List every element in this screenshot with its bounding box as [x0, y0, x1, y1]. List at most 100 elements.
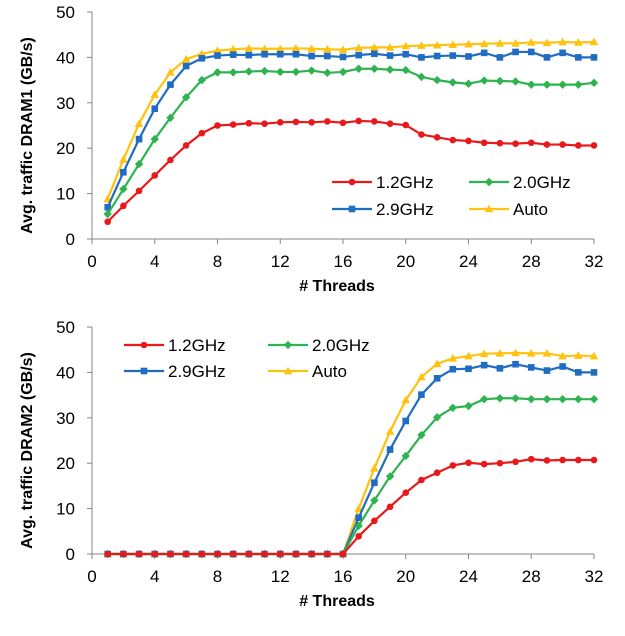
- data-point: [543, 141, 551, 148]
- data-point: [245, 51, 253, 59]
- legend-item: 2.9GHz: [124, 362, 226, 381]
- data-point: [480, 460, 488, 468]
- data-point: [449, 365, 457, 373]
- data-point: [370, 463, 379, 472]
- data-point: [103, 209, 112, 219]
- x-tick-label: 12: [271, 252, 290, 271]
- data-point: [167, 156, 174, 164]
- y-tick-label: 40: [56, 363, 75, 382]
- data-point: [401, 41, 411, 50]
- x-tick-label: 8: [213, 252, 222, 271]
- data-point: [166, 68, 175, 76]
- data-point: [527, 394, 536, 404]
- data-point: [575, 369, 582, 376]
- data-point: [432, 75, 442, 85]
- data-point: [512, 48, 519, 56]
- data-point: [575, 142, 582, 149]
- data-point: [511, 394, 520, 403]
- legend-marker: [140, 367, 148, 375]
- x-tick-label: 24: [459, 567, 478, 586]
- data-point: [527, 80, 536, 89]
- data-point: [590, 142, 598, 149]
- data-point: [120, 202, 127, 210]
- data-point: [401, 65, 410, 75]
- data-point: [292, 118, 300, 126]
- data-point: [574, 351, 583, 359]
- data-point: [276, 67, 285, 77]
- y-tick-label: 20: [56, 139, 75, 158]
- legend-label: 2.0GHz: [312, 336, 370, 355]
- data-point: [261, 120, 268, 127]
- data-point: [574, 394, 583, 404]
- data-point: [496, 365, 504, 372]
- data-point: [512, 360, 519, 368]
- y-tick-label: 50: [56, 3, 75, 22]
- data-point: [402, 50, 410, 58]
- legend-item: 2.9GHz: [332, 200, 434, 219]
- data-point: [465, 53, 472, 60]
- x-tick-label: 20: [396, 252, 415, 271]
- data-point: [370, 43, 379, 51]
- data-point: [495, 39, 505, 47]
- data-point: [307, 44, 316, 53]
- y-axis-title: Avg. traffic DRAM1 (GB/s): [19, 37, 36, 234]
- data-point: [291, 67, 301, 77]
- data-point: [355, 51, 362, 59]
- data-point: [150, 90, 160, 98]
- data-point: [465, 365, 472, 373]
- data-point: [574, 38, 583, 46]
- data-point: [448, 354, 458, 362]
- legend-marker: [283, 366, 293, 375]
- data-point: [386, 120, 394, 127]
- data-point: [543, 457, 551, 464]
- data-point: [308, 550, 315, 558]
- data-point: [543, 54, 551, 61]
- data-point: [480, 361, 488, 369]
- data-point: [558, 80, 567, 89]
- data-point: [323, 44, 332, 53]
- data-point: [119, 155, 128, 163]
- data-point: [432, 40, 442, 49]
- data-point: [495, 349, 505, 357]
- data-point: [338, 67, 348, 77]
- data-point: [385, 472, 395, 481]
- data-point: [479, 394, 489, 404]
- data-point: [495, 76, 505, 86]
- data-point: [291, 44, 301, 52]
- data-point: [228, 68, 238, 77]
- data-point: [590, 369, 598, 376]
- legend-marker: [140, 341, 148, 349]
- series-line: [107, 363, 594, 556]
- data-point: [575, 54, 582, 61]
- data-point: [433, 134, 441, 141]
- data-point: [512, 458, 519, 466]
- data-point: [402, 121, 410, 129]
- x-tick-label: 28: [522, 252, 541, 271]
- x-axis-title: # Threads: [299, 278, 375, 295]
- legend-label: 1.2GHz: [168, 336, 226, 355]
- data-point: [229, 550, 237, 558]
- x-tick-label: 8: [213, 567, 222, 586]
- data-point: [417, 72, 426, 82]
- data-point: [292, 550, 300, 558]
- series-line: [106, 40, 595, 200]
- data-point: [480, 49, 488, 57]
- y-tick-label: 20: [56, 454, 75, 473]
- data-point: [590, 456, 598, 464]
- data-point: [276, 119, 284, 126]
- data-point: [370, 496, 379, 505]
- data-point: [260, 44, 269, 53]
- data-point: [558, 37, 567, 46]
- legend-label: 2.9GHz: [168, 362, 226, 381]
- data-point: [120, 168, 127, 176]
- data-point: [386, 446, 394, 453]
- series-2.9GHz: [104, 360, 598, 558]
- data-point: [324, 550, 331, 558]
- data-point: [339, 550, 347, 558]
- data-point: [198, 550, 206, 558]
- data-point: [527, 139, 535, 147]
- legend-marker: [348, 205, 356, 213]
- data-point: [244, 67, 254, 76]
- data-point: [213, 68, 222, 77]
